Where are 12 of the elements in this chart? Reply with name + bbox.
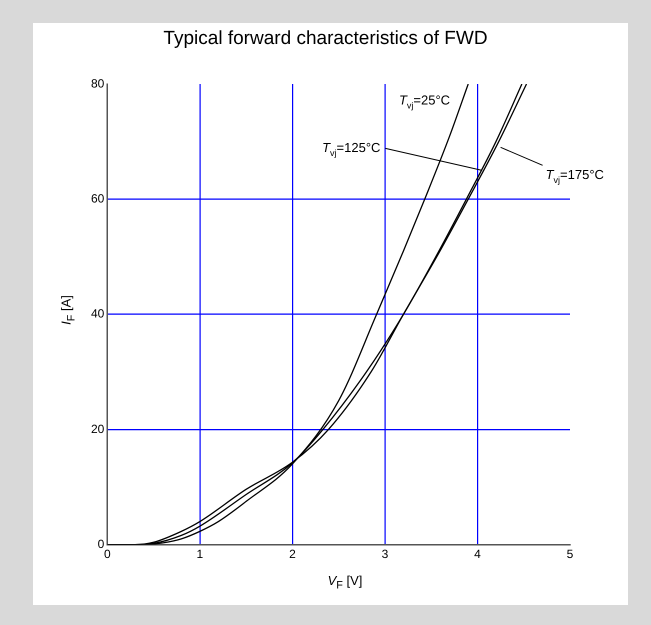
x-tick-label: 2	[289, 547, 296, 562]
x-tick-label: 5	[566, 547, 574, 562]
x-tick-label: 4	[474, 547, 482, 562]
y-tick-label: 60	[90, 191, 105, 206]
x-axis-title: V$_{F}$ [V]	[326, 573, 364, 592]
y-tick-label: 20	[90, 422, 105, 436]
x-tick-label: 3	[382, 547, 389, 562]
chart-title: Typical forward characteristics of FWD	[162, 28, 489, 50]
x-tick-label: 1	[196, 547, 204, 562]
y-tick-label: 40	[90, 306, 105, 321]
y-tick-label: 80	[90, 76, 105, 90]
y-tick-label: 0	[98, 536, 105, 551]
